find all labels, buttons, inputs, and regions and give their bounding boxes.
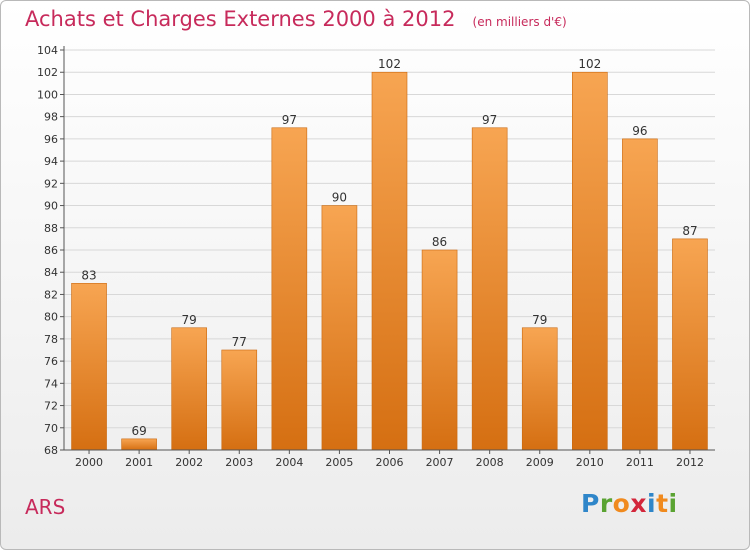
x-tick-label: 2002 <box>175 456 203 469</box>
bar-2001 <box>121 438 157 451</box>
bar-2002 <box>171 327 207 451</box>
y-tick-label: 68 <box>44 444 58 457</box>
y-tick-label: 90 <box>44 200 58 213</box>
bar-2009 <box>521 327 558 451</box>
y-tick-label: 72 <box>44 400 58 413</box>
logo-letter: t <box>656 489 669 518</box>
y-tick-label: 100 <box>37 88 58 101</box>
y-tick-label: 86 <box>44 244 58 257</box>
x-tick-label: 2010 <box>576 456 604 469</box>
chart-subtitle: (en milliers d'€) <box>472 15 567 29</box>
y-tick-labels: 68 70 72 74 76 78 80 82 84 86 88 90 92 94 96 98 100 102 10… <box>37 44 58 457</box>
y-tick-label: 80 <box>44 311 58 324</box>
y-tick-label: 82 <box>44 288 58 301</box>
data-label: 96 <box>632 124 647 138</box>
logo-letter: P <box>581 489 600 518</box>
bar-2012 <box>672 238 708 451</box>
y-tick-label: 94 <box>44 155 58 168</box>
chart-title: Achats et Charges Externes 2000 à 2012 <box>25 7 456 31</box>
y-tick-label: 88 <box>44 222 58 235</box>
logo-letter: x <box>630 489 647 518</box>
data-label: 90 <box>332 191 347 205</box>
data-label: 86 <box>432 235 447 249</box>
bar-2004 <box>271 127 308 451</box>
x-tick-label: 2011 <box>626 456 654 469</box>
x-tick-label: 2008 <box>476 456 504 469</box>
bar-2006 <box>371 71 408 451</box>
data-label: 97 <box>282 113 297 127</box>
data-labels: 83 69 79 77 97 90 102 86 97 79 102 96 87 <box>81 57 697 438</box>
title-row: Achats et Charges Externes 2000 à 2012 (… <box>25 7 567 31</box>
logo-letter: i <box>647 489 657 518</box>
y-tick-label: 104 <box>37 44 58 57</box>
bar-2008 <box>471 127 508 451</box>
bar-2003 <box>221 349 258 451</box>
data-label: 102 <box>578 57 601 71</box>
bar-2005 <box>321 205 358 451</box>
bar-2011 <box>622 138 658 451</box>
data-label: 102 <box>378 57 401 71</box>
x-tick-label: 2000 <box>75 456 103 469</box>
y-tick-label: 70 <box>44 422 58 435</box>
x-tick-labels: 2000 2001 2002 2003 2004 2005 2006 2007 2008 2009… <box>75 456 704 469</box>
x-tick-label: 2006 <box>376 456 404 469</box>
y-tick-label: 78 <box>44 333 58 346</box>
axes <box>60 46 715 454</box>
data-label: 79 <box>532 313 547 327</box>
data-label: 83 <box>81 268 96 282</box>
x-tick-label: 2003 <box>225 456 253 469</box>
logo-letter: i <box>668 489 678 518</box>
x-tick-label: 2009 <box>526 456 554 469</box>
bar-2010 <box>572 71 608 451</box>
data-label: 97 <box>482 113 497 127</box>
bar-2007 <box>421 249 458 451</box>
y-tick-label: 92 <box>44 177 58 190</box>
data-label: 87 <box>682 224 697 238</box>
location-label: ARS <box>25 495 66 519</box>
y-tick-label: 102 <box>37 66 58 79</box>
data-label: 79 <box>182 313 197 327</box>
x-tick-label: 2005 <box>325 456 353 469</box>
bars <box>71 71 708 451</box>
y-tick-label: 98 <box>44 111 58 124</box>
logo-letter: r <box>599 489 613 518</box>
bar-2000 <box>71 283 107 451</box>
logo-letter: o <box>612 489 631 518</box>
data-label: 69 <box>131 424 146 438</box>
y-tick-label: 74 <box>44 377 58 390</box>
proxiti-logo: Proxiti <box>581 489 678 518</box>
x-tick-label: 2004 <box>275 456 303 469</box>
x-tick-label: 2007 <box>426 456 454 469</box>
y-tick-label: 76 <box>44 355 58 368</box>
x-tick-label: 2001 <box>125 456 153 469</box>
y-tick-label: 84 <box>44 266 58 279</box>
y-tick-label: 96 <box>44 133 58 146</box>
data-label: 77 <box>232 335 247 349</box>
x-tick-label: 2012 <box>676 456 704 469</box>
